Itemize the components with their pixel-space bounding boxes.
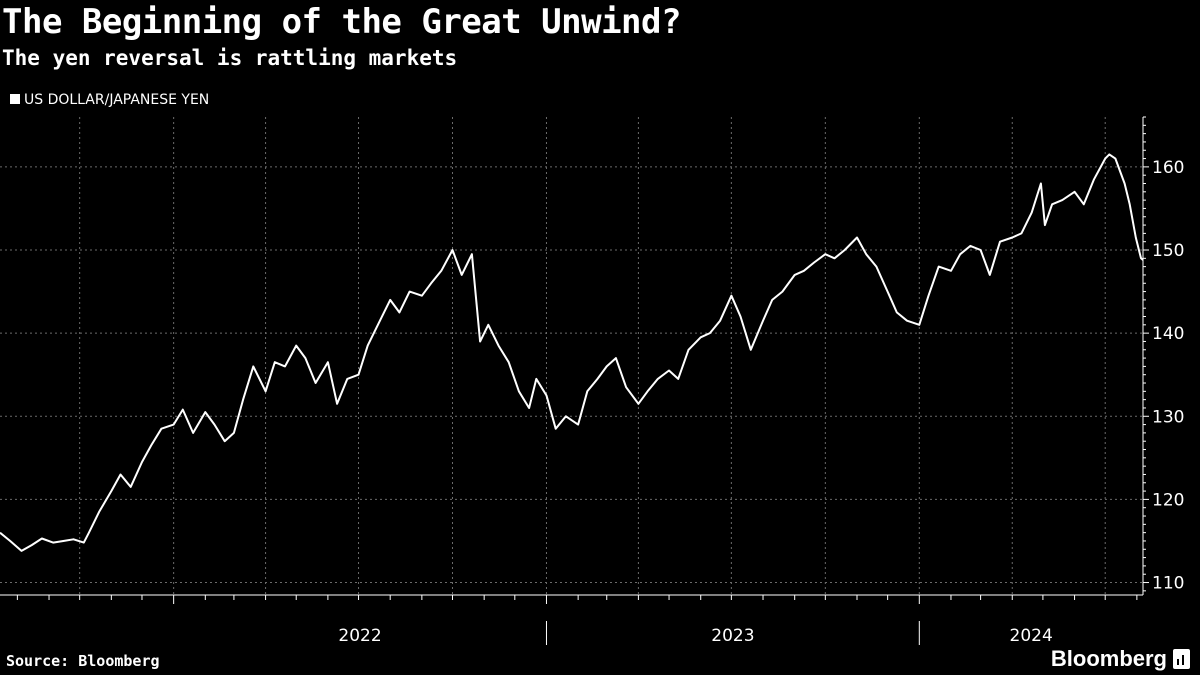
series-line-usdjpy [0, 153, 1144, 552]
series [0, 153, 1144, 552]
bloomberg-logo: Bloomberg [1051, 646, 1190, 672]
y-tick-label: 110 [1152, 574, 1184, 594]
y-tick-label: 130 [1152, 407, 1184, 427]
y-tick-label: 160 [1152, 158, 1184, 178]
chart-subtitle: The yen reversal is rattling markets [2, 46, 458, 70]
x-tick-label: 2024 [1010, 626, 1053, 646]
y-tick-label: 150 [1152, 241, 1184, 261]
grid [0, 117, 1143, 595]
legend-label: US DOLLAR/JAPANESE YEN [24, 92, 210, 108]
source-note: Source: Bloomberg [6, 652, 160, 670]
y-tick-label: 140 [1152, 324, 1184, 344]
logo-text: Bloomberg [1050, 646, 1167, 671]
chart-title: The Beginning of the Great Unwind? [2, 2, 681, 42]
x-tick-label: 2023 [711, 626, 754, 646]
y-tick-label: 120 [1152, 490, 1184, 510]
legend-swatch [10, 94, 20, 104]
bloomberg-logo-icon [1173, 649, 1190, 669]
x-tick-label: 2022 [338, 626, 381, 646]
legend: US DOLLAR/JAPANESE YEN [10, 92, 209, 108]
axes: 110 120 130 140 150 160 2022 2023 2024 [0, 116, 1184, 646]
